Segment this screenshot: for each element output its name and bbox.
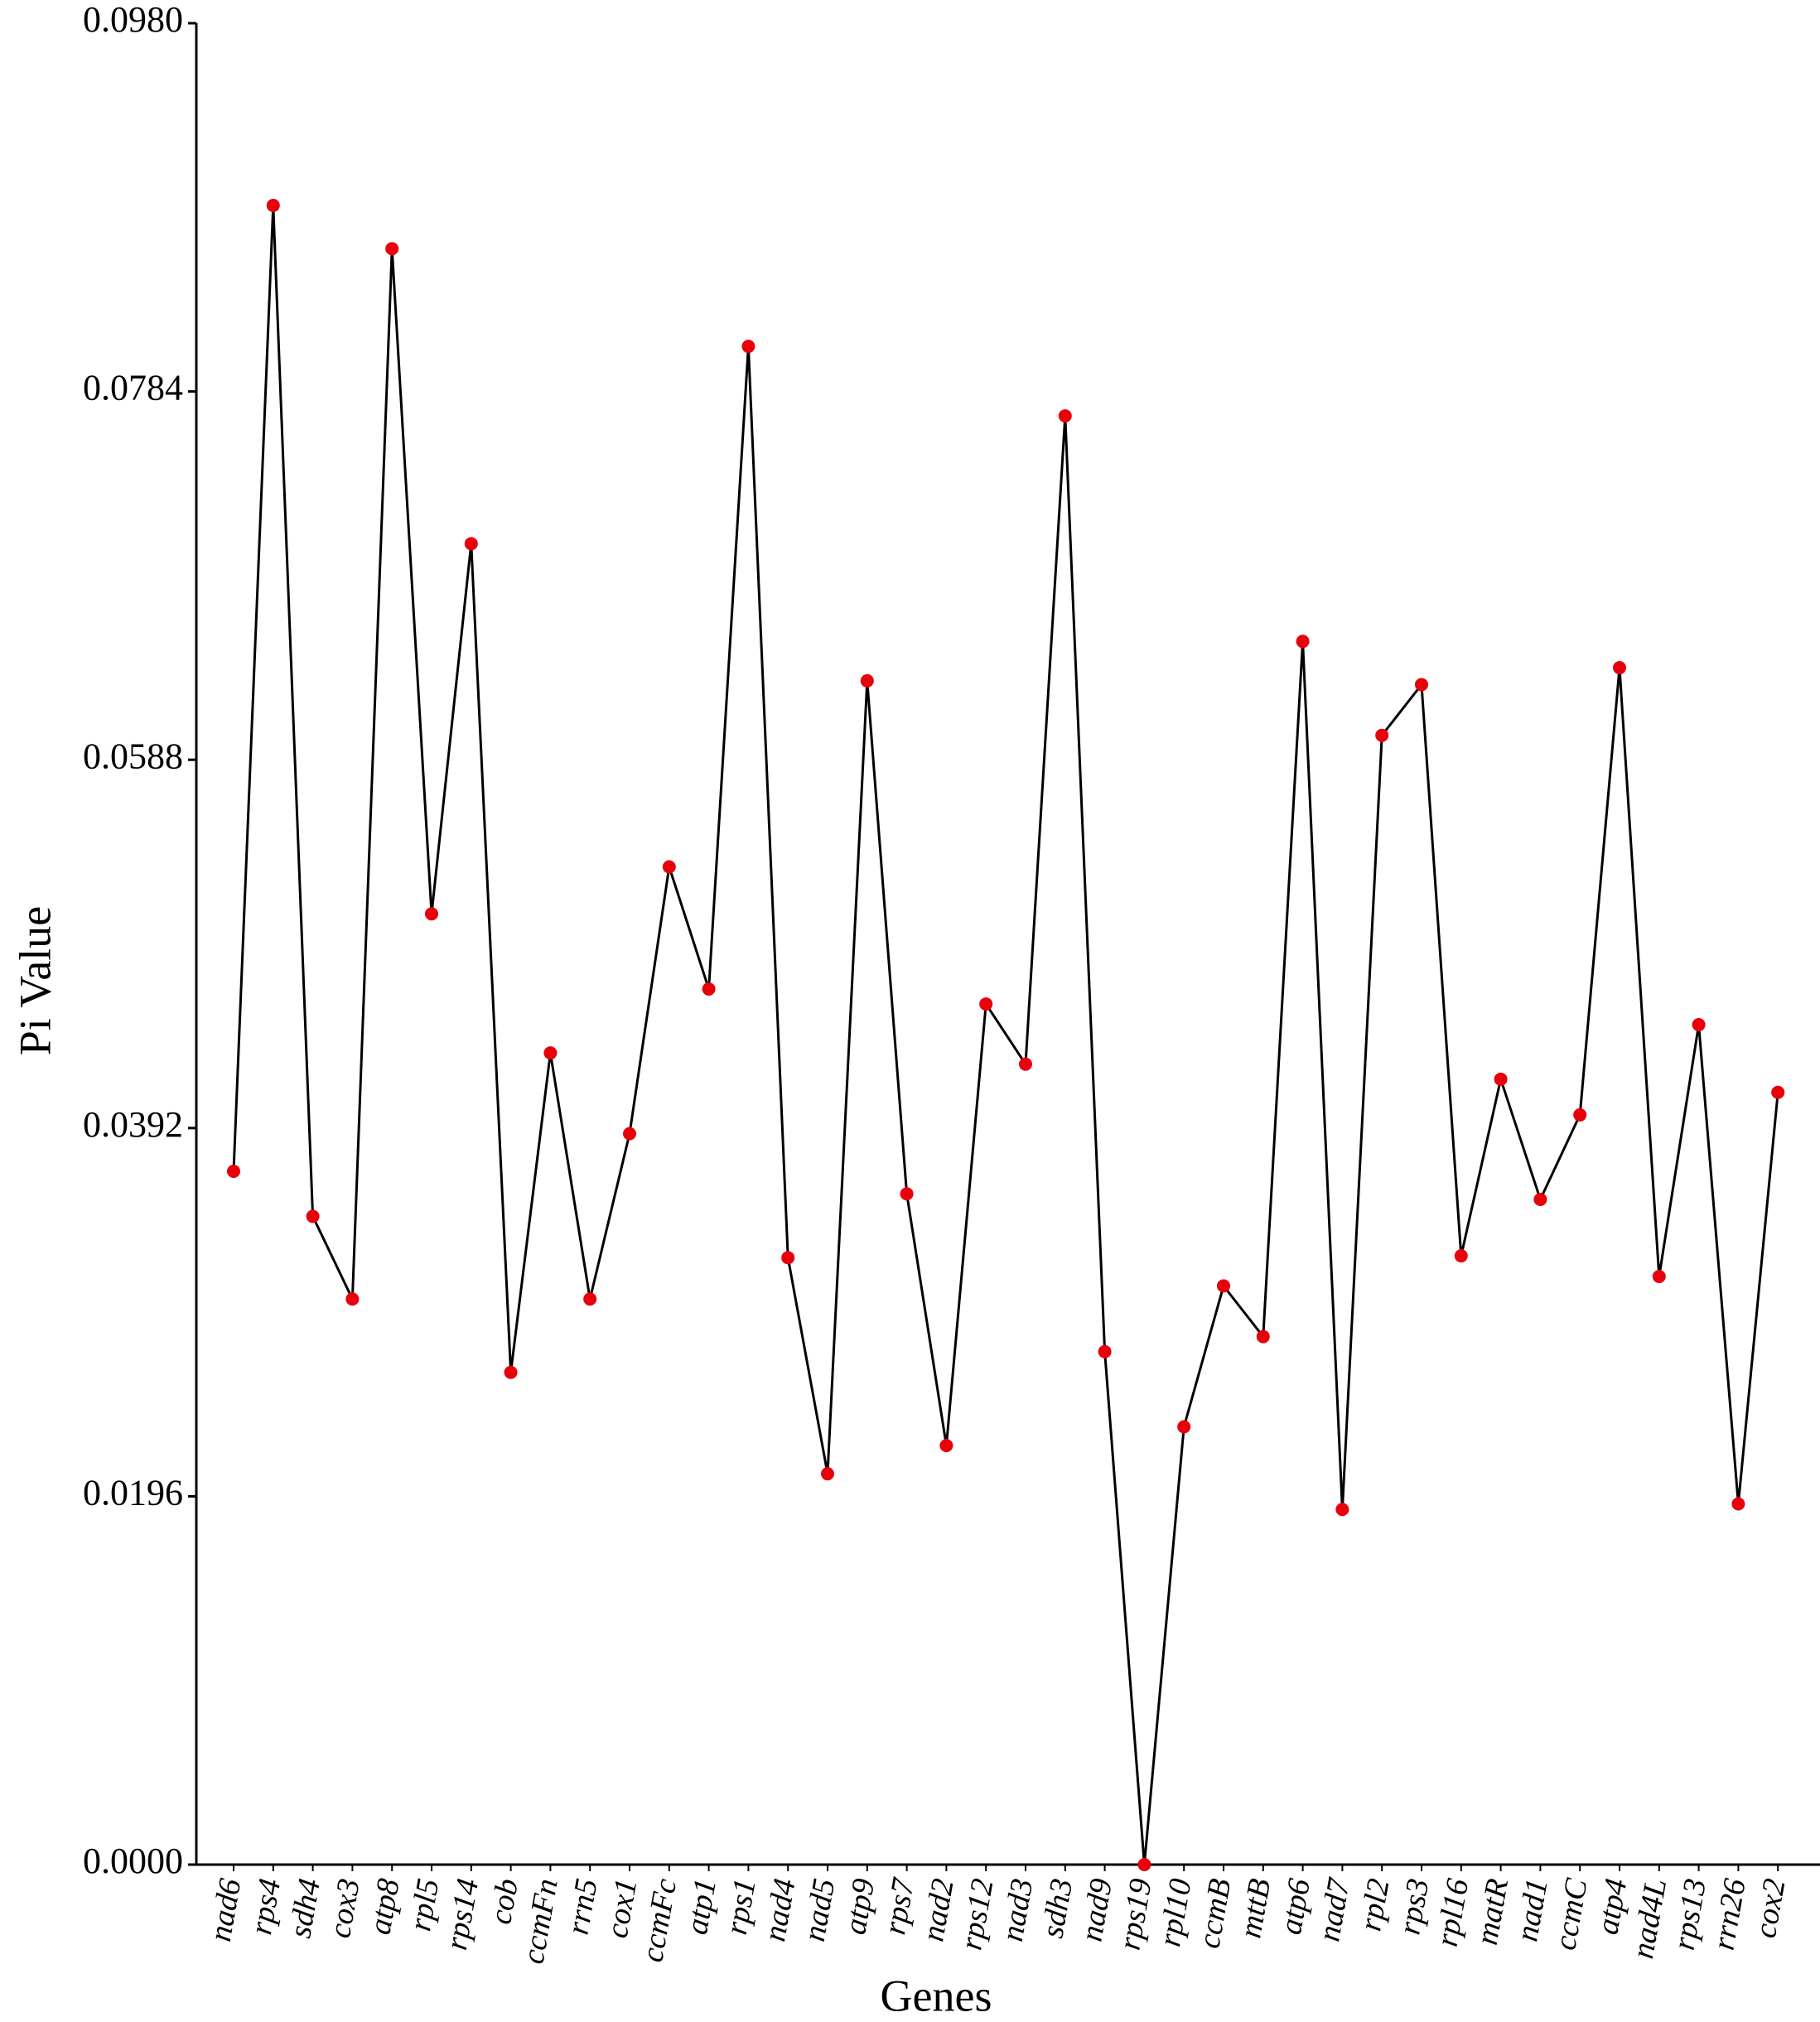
data-point — [345, 1292, 360, 1306]
x-tick-label: cox3 — [322, 1876, 367, 1941]
data-point — [1375, 728, 1389, 742]
x-tick-label: cox2 — [1748, 1876, 1793, 1941]
y-tick-label: 0.0588 — [83, 736, 183, 776]
data-point — [702, 982, 716, 996]
x-tick-label: rpl16 — [1430, 1876, 1476, 1949]
data-point — [1137, 1858, 1151, 1871]
x-tick-label: nad4 — [757, 1876, 803, 1944]
data-point — [464, 537, 478, 551]
data-point — [1058, 409, 1072, 423]
data-point — [662, 860, 676, 874]
x-tick-label: sdh3 — [1035, 1876, 1079, 1941]
y-tick-label: 0.0392 — [83, 1104, 183, 1145]
data-point — [227, 1164, 240, 1178]
x-tick-label: ccmC — [1547, 1875, 1594, 1952]
x-tick-label: rps12 — [953, 1876, 1000, 1953]
data-point — [1098, 1344, 1112, 1358]
series-line — [232, 205, 1779, 1865]
x-tick-label: cob — [483, 1876, 525, 1927]
x-tick-label: cox1 — [600, 1876, 644, 1941]
x-tick-label: nad2 — [915, 1876, 961, 1944]
data-point — [543, 1046, 558, 1060]
data-point — [1454, 1249, 1468, 1263]
x-tick-label: rps4 — [244, 1876, 287, 1938]
data-point — [781, 1251, 795, 1265]
data-point — [860, 673, 874, 688]
data-point — [1771, 1085, 1785, 1099]
x-tick-label: rpl10 — [1152, 1876, 1199, 1949]
x-tick-label: rps3 — [1392, 1876, 1436, 1938]
data-point — [623, 1127, 636, 1141]
x-tick-label: atp8 — [363, 1876, 407, 1938]
data-point — [1692, 1018, 1706, 1032]
x-tick-label: rps1 — [719, 1876, 763, 1938]
x-tick-label: atp9 — [838, 1876, 881, 1938]
x-tick-label: rps13 — [1667, 1876, 1713, 1953]
x-tick-label: mttB — [1233, 1876, 1277, 1941]
data-point — [504, 1365, 518, 1379]
data-point — [266, 199, 280, 213]
data-point — [1613, 661, 1626, 675]
x-tick-label: matR — [1470, 1876, 1515, 1947]
x-tick-label: sdh4 — [282, 1876, 327, 1941]
x-tick-label: nad7 — [1311, 1875, 1357, 1944]
data-point — [425, 907, 438, 921]
data-point — [583, 1292, 597, 1306]
data-point — [821, 1467, 834, 1481]
x-tick-label: atp6 — [1273, 1876, 1317, 1938]
data-point — [1652, 1270, 1666, 1284]
data-point — [1335, 1503, 1349, 1517]
data-point — [1415, 678, 1428, 692]
data-point — [900, 1187, 914, 1201]
x-tick-label: rrn5 — [561, 1876, 605, 1938]
y-tick-label: 0.0196 — [83, 1472, 183, 1513]
x-tick-label: nad5 — [797, 1876, 842, 1944]
x-tick-label: rpl5 — [403, 1876, 446, 1934]
x-axis-title: Genes — [881, 1971, 992, 2020]
x-tick-label: nad9 — [1074, 1876, 1119, 1944]
data-point — [1019, 1057, 1032, 1071]
x-tick-label: rpl2 — [1353, 1876, 1396, 1934]
data-point — [385, 242, 399, 256]
x-tick-label: nad6 — [203, 1876, 249, 1944]
data-point — [1533, 1192, 1547, 1206]
data-point — [1573, 1108, 1587, 1122]
data-point — [939, 1439, 953, 1453]
data-point — [1256, 1330, 1270, 1344]
data-point — [1217, 1279, 1230, 1293]
x-tick-label: nad1 — [1509, 1876, 1555, 1944]
x-tick-label: ccmB — [1191, 1876, 1238, 1951]
x-tick-label: rps7 — [877, 1875, 921, 1938]
data-point — [979, 997, 993, 1011]
x-tick-label: rps14 — [439, 1876, 485, 1953]
y-tick-label: 0.0000 — [83, 1841, 183, 1881]
x-tick-label: nad3 — [995, 1876, 1040, 1944]
x-tick-label: rrn26 — [1706, 1876, 1752, 1953]
y-axis-title: Pi Value — [10, 906, 60, 1056]
y-tick-label: 0.0784 — [83, 368, 183, 408]
y-tick-label: 0.0980 — [83, 0, 183, 40]
data-point — [1296, 635, 1310, 649]
data-point — [306, 1209, 320, 1223]
x-tick-label: rps19 — [1112, 1876, 1158, 1953]
data-point — [1731, 1497, 1745, 1511]
data-point — [1177, 1420, 1191, 1434]
data-point — [741, 340, 756, 354]
x-tick-label: atp1 — [679, 1876, 723, 1938]
x-tick-label: atp4 — [1590, 1876, 1634, 1938]
data-point — [1494, 1072, 1508, 1086]
